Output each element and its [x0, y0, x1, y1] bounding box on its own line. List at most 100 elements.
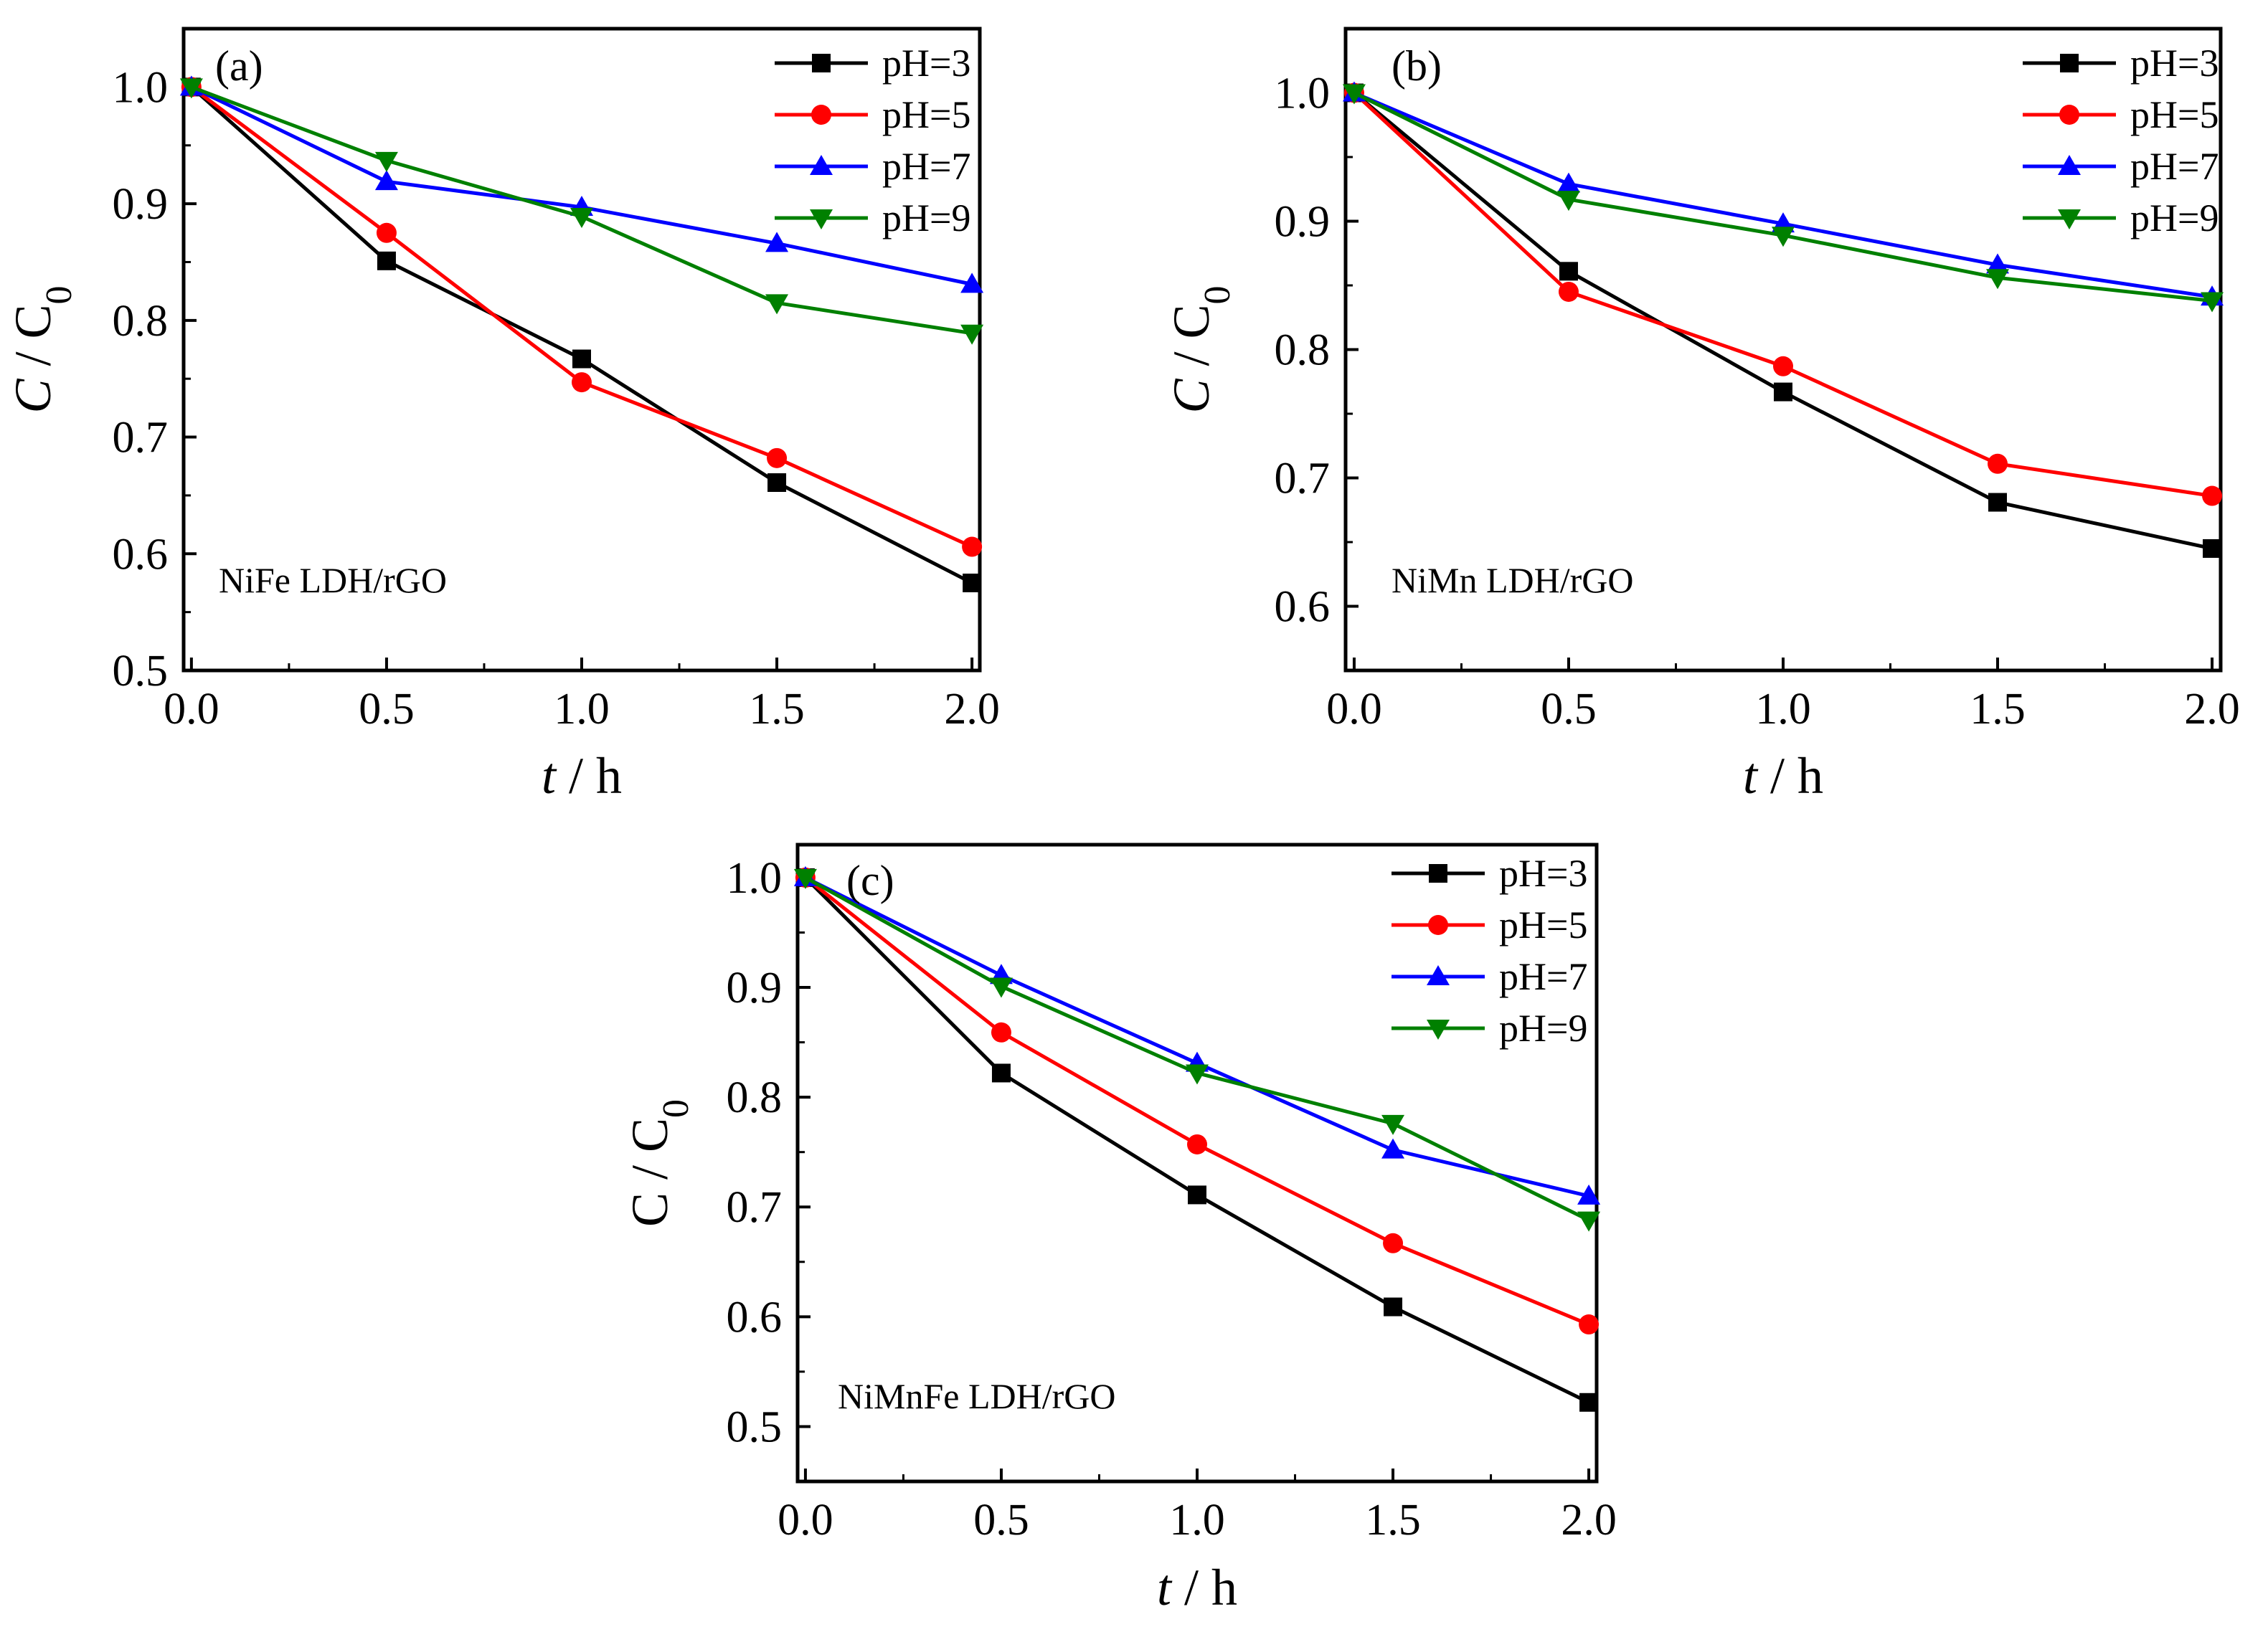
y-axis-title-rest: / C: [4, 304, 62, 379]
x-tick-label: 1.5: [1970, 685, 2026, 734]
legend-label: pH=5: [1499, 903, 1587, 947]
y-tick-label: 1.0: [113, 63, 169, 112]
y-axis-title-italic: C: [1163, 379, 1220, 414]
x-axis-title-italic: t: [1743, 747, 1759, 805]
data-point-pH=9: [1577, 1211, 1601, 1232]
x-tick-label: 0.0: [1326, 685, 1382, 734]
y-tick-label: 0.6: [727, 1293, 783, 1342]
legend-marker: [1428, 915, 1448, 935]
series-line-pH=5: [190, 85, 973, 549]
data-point-pH=3: [2203, 539, 2222, 558]
legend-marker: [2060, 54, 2079, 72]
legend-label: pH=7: [882, 145, 970, 188]
panel-label: (c): [846, 857, 894, 904]
legend-label: pH=3: [1499, 852, 1587, 895]
data-point-pH=3: [1188, 1185, 1206, 1205]
data-point-pH=9: [793, 868, 817, 889]
data-point-pH=5: [1558, 281, 1579, 302]
panel-label: (a): [215, 42, 263, 90]
y-axis-title-rest: C / C: [621, 1118, 679, 1227]
data-point-pH=5: [767, 447, 788, 468]
panel-2: 0.0 0.5 1.0 1.5 2.0 0.6 0.7 0.8 0.9 1.0 t / h C / C…: [1163, 27, 2240, 805]
data-point-pH=3: [1988, 493, 2008, 512]
data-point-pH=9: [1381, 1114, 1405, 1135]
y-tick-label: 0.7: [113, 414, 169, 463]
legend-label: pH=9: [882, 196, 970, 239]
panel-3: 0.0 0.5 1.0 1.5 2.0 0.5 0.6 0.7 0.8 0.9 1.0 t / h C …: [621, 843, 1617, 1616]
data-point-pH=3: [1774, 382, 1792, 402]
y-tick-label: 0.6: [1275, 583, 1331, 632]
data-point-pH=3: [1579, 1393, 1599, 1412]
x-axis-title-rest: / h: [1171, 1559, 1237, 1616]
x-tick-label: 2.0: [2184, 685, 2240, 734]
y-axis-title: C / C0: [1163, 285, 1238, 413]
data-point-pH=5: [2202, 485, 2223, 506]
series-line-pH=3: [1353, 91, 2213, 551]
data-point-pH=3: [377, 251, 396, 270]
legend-label: pH=7: [1499, 955, 1587, 998]
data-point-pH=5: [376, 222, 397, 243]
data-point-pH=7: [1381, 1138, 1405, 1159]
x-axis-title-italic: t: [1157, 1559, 1173, 1616]
x-tick-label: 1.0: [1169, 1496, 1225, 1545]
data-point-pH=5: [962, 536, 983, 557]
data-point-pH=9: [765, 294, 789, 315]
y-tick-label: 0.8: [1275, 326, 1331, 375]
panel-label: (b): [1391, 42, 1442, 90]
data-point-pH=9: [1342, 84, 1366, 105]
data-point-pH=3: [767, 473, 787, 493]
x-tick-label: 0.5: [973, 1496, 1029, 1545]
data-point-pH=7: [1556, 172, 1580, 193]
sample-annotation: NiFe LDH/rGO: [219, 560, 447, 600]
panel-1: 0.0 0.5 1.0 1.5 2.00.50.60.70.80.91.0t / hC …: [4, 27, 1000, 805]
legend-marker: [812, 54, 831, 72]
data-point-pH=5: [991, 1022, 1011, 1043]
sample-annotation: NiMnFe LDH/rGO: [838, 1376, 1115, 1416]
x-axis-title-italic: t: [542, 747, 557, 805]
y-tick-label: 0.6: [113, 530, 169, 579]
data-point-pH=5: [572, 372, 592, 393]
legend-label: pH=3: [882, 42, 970, 85]
y-tick-label: 0.7: [727, 1183, 783, 1232]
x-axis-title-rest: / h: [556, 747, 622, 805]
y-tick-label: 0.8: [113, 297, 169, 346]
x-tick-label: 2.0: [944, 685, 1000, 734]
series-line-pH=9: [1353, 91, 2213, 303]
y-tick-label: 1.0: [1275, 70, 1331, 118]
data-point-pH=9: [1772, 227, 1795, 247]
sample-annotation: NiMn LDH/rGO: [1391, 560, 1633, 600]
data-point-pH=9: [1986, 269, 2010, 290]
y-tick-label: 1.0: [727, 854, 783, 903]
data-point-pH=5: [1579, 1314, 1600, 1335]
data-point-pH=7: [765, 232, 789, 252]
x-tick-label: 0.0: [164, 685, 219, 734]
data-point-pH=3: [991, 1063, 1011, 1083]
data-point-pH=7: [960, 272, 984, 293]
y-tick-label: 0.8: [727, 1073, 783, 1122]
x-axis-title: t / h: [1157, 1559, 1237, 1616]
y-axis-title: C / C0: [621, 1099, 696, 1227]
data-point-pH=5: [1383, 1233, 1404, 1253]
data-point-pH=9: [570, 207, 593, 228]
x-tick-label: 1.5: [749, 685, 805, 734]
series-line-pH=7: [1353, 91, 2213, 299]
legend-marker: [1427, 965, 1450, 985]
data-point-pH=9: [1556, 191, 1580, 212]
x-tick-label: 1.5: [1365, 1496, 1421, 1545]
data-point-pH=5: [1988, 453, 2008, 474]
y-axis-title-subscript: 0: [656, 1099, 696, 1118]
x-tick-label: 0.5: [1541, 685, 1597, 734]
y-tick-label: 0.9: [727, 964, 783, 1012]
legend-marker: [2058, 155, 2081, 175]
legend-label: pH=9: [1499, 1007, 1587, 1050]
data-point-pH=3: [963, 573, 982, 592]
y-axis-title-subscript: 0: [1197, 285, 1238, 304]
y-tick-label: 0.9: [113, 180, 169, 229]
data-point-pH=3: [1384, 1297, 1403, 1317]
x-tick-label: 0.5: [359, 685, 415, 734]
x-tick-label: 2.0: [1561, 1496, 1617, 1545]
y-axis-title-subscript: 0: [39, 285, 80, 304]
legend-label: pH=5: [2130, 93, 2219, 136]
series-line-pH=3: [190, 85, 973, 585]
x-axis-title: t / h: [1743, 747, 1823, 805]
